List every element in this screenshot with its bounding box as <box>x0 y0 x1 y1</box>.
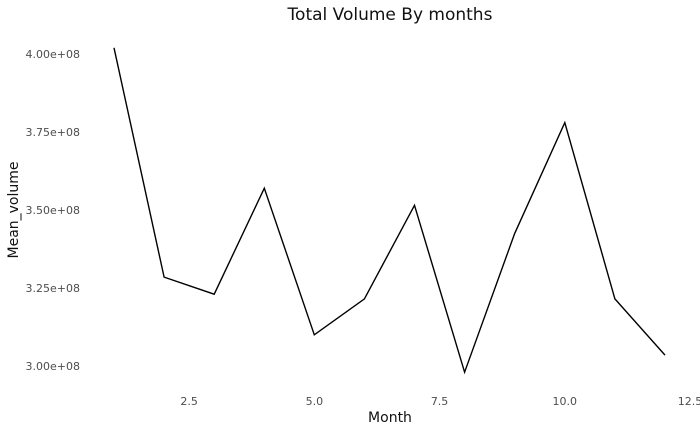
series-line <box>113 47 666 375</box>
x-tick-label: 5.0 <box>306 395 324 408</box>
y-tick-label: 3.50e+08 <box>26 204 80 217</box>
y-tick-label: 3.75e+08 <box>26 126 80 139</box>
x-tick-label: 7.5 <box>431 395 449 408</box>
y-tick-label: 3.25e+08 <box>26 282 80 295</box>
x-tick-label: 10.0 <box>553 395 578 408</box>
y-axis-ticks: 3.00e+08 3.25e+08 3.50e+08 3.75e+08 4.00e+08 <box>26 48 80 373</box>
x-axis-ticks: 2.5 5.0 7.5 10.0 12.5 <box>180 395 700 408</box>
series-layer <box>113 47 666 375</box>
x-axis-label: Month <box>368 410 412 426</box>
x-tick-label: 2.5 <box>180 395 198 408</box>
x-tick-label: 12.5 <box>678 395 700 408</box>
y-axis-label: Mean_volume <box>6 161 22 258</box>
y-tick-label: 4.00e+08 <box>26 48 80 61</box>
chart-title: Total Volume By months <box>287 5 493 25</box>
y-tick-label: 3.00e+08 <box>26 360 80 373</box>
